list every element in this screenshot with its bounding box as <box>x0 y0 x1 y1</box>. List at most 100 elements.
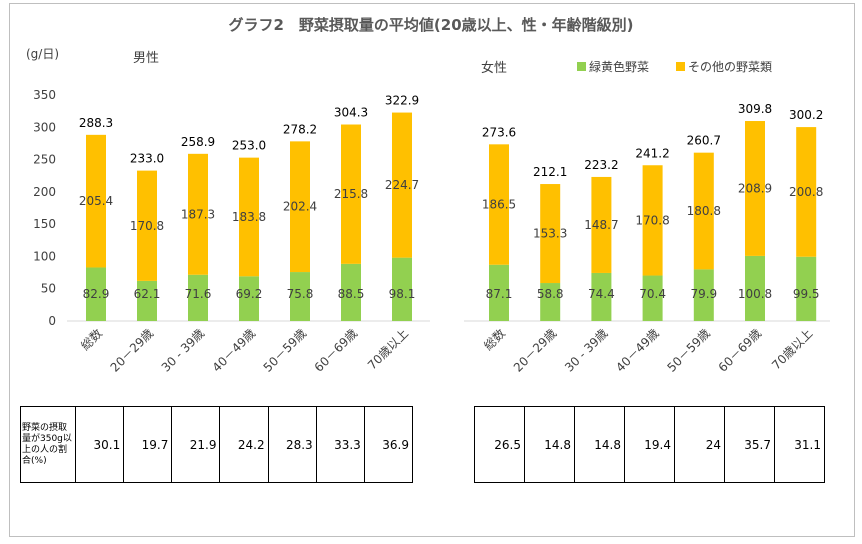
x-tick-label: 20－29歳 <box>511 326 559 374</box>
data-label-orange: 186.5 <box>482 198 516 212</box>
data-label-orange: 205.4 <box>79 194 113 208</box>
data-label-green: 71.6 <box>185 287 212 301</box>
data-label-orange: 215.8 <box>334 187 368 201</box>
x-tick-label: 40－49歳 <box>613 326 661 374</box>
bar-orange-female <box>489 144 509 265</box>
bar-orange-female <box>642 165 663 276</box>
bar-orange-female <box>745 121 765 256</box>
data-label-total: 300.2 <box>789 108 823 122</box>
chart-frame <box>9 3 855 537</box>
bar-green-male <box>188 274 208 321</box>
y-unit-label: (g/日) <box>26 47 59 61</box>
legend-swatch-green <box>577 62 586 71</box>
pct-cell: 26.5 <box>474 406 525 483</box>
data-label-total: 278.2 <box>283 122 317 136</box>
data-label-orange: 148.7 <box>584 218 618 232</box>
bar-orange-female <box>693 152 714 270</box>
y-tick-label: 250 <box>33 153 56 167</box>
data-label-orange: 200.8 <box>789 185 823 199</box>
data-label-total: 253.0 <box>232 139 266 153</box>
x-tick-label: 30 - 39歳 <box>159 326 207 374</box>
panel-label-female: 女性 <box>481 60 507 76</box>
data-label-orange: 202.4 <box>283 200 317 214</box>
data-label-total: 322.9 <box>385 94 419 108</box>
data-label-total: 273.6 <box>482 125 516 139</box>
chart-area: (g/日) 男性 女性 緑黄色野菜 その他の野菜類 0 50 100 150 200 25… <box>26 47 830 375</box>
bar-green-male <box>239 276 259 321</box>
data-label-total: 258.9 <box>181 135 215 149</box>
pct-cell: 24 <box>674 406 725 483</box>
legend-label-orange: その他の野菜類 <box>688 60 772 74</box>
y-tick-label: 150 <box>33 217 56 231</box>
data-label-orange: 183.8 <box>232 210 266 224</box>
data-label-orange: 153.3 <box>533 227 567 241</box>
data-label-green: 87.1 <box>486 287 513 301</box>
bar-orange-male <box>392 112 412 258</box>
x-tick-label: 60－69歳 <box>716 326 764 374</box>
pct-cell: 35.7 <box>724 406 775 483</box>
bar-green-female <box>642 275 663 321</box>
data-label-green: 70.4 <box>639 287 666 301</box>
data-label-green: 75.8 <box>287 287 314 301</box>
pct-cell: 30.1 <box>75 406 125 483</box>
data-label-orange: 224.7 <box>385 178 419 192</box>
bar-orange-male <box>86 134 106 268</box>
bar-green-female <box>489 264 509 321</box>
data-label-total: 309.8 <box>738 102 772 116</box>
x-tick-label: 50－59歳 <box>664 326 712 374</box>
bar-orange-female <box>540 184 561 284</box>
bar-orange-male <box>188 153 208 275</box>
y-tick-label: 300 <box>33 120 56 134</box>
x-tick-label: 60－69歳 <box>312 326 360 374</box>
x-tick-label: 70歳以上 <box>365 326 411 372</box>
y-tick-label: 350 <box>33 88 56 102</box>
bar-green-male <box>137 280 157 321</box>
x-tick-label: 総数 <box>78 326 106 354</box>
bar-green-male <box>86 267 106 321</box>
pct-cell: 33.3 <box>315 406 365 483</box>
data-label-green: 69.2 <box>236 287 263 301</box>
bar-orange-male <box>239 157 259 277</box>
pct-cell: 19.4 <box>624 406 675 483</box>
x-tick-label: 総数 <box>481 326 509 354</box>
pct-cell: 31.1 <box>774 406 825 483</box>
data-label-total: 233.0 <box>130 152 164 166</box>
bar-green-female <box>591 272 612 321</box>
bar-orange-male <box>341 124 361 264</box>
pct-row-female: 26.5 14.8 14.8 19.4 24 35.7 31.1 <box>474 406 825 483</box>
data-label-total: 260.7 <box>687 134 721 148</box>
bar-orange-female <box>796 127 817 257</box>
x-tick-label: 20－29歳 <box>108 326 156 374</box>
x-tick-label: 30 - 39歳 <box>562 326 610 374</box>
pct-cell: 28.3 <box>267 406 317 483</box>
pct-cell: 19.7 <box>123 406 173 483</box>
pct-cell: 14.8 <box>524 406 575 483</box>
data-label-orange: 170.8 <box>130 219 164 233</box>
pct-row-male: 野菜の摂取量が350g以上の人の割合(%) 30.1 19.7 21.9 24.2 28… <box>19 406 414 483</box>
bar-green-female <box>745 255 765 321</box>
data-label-orange: 187.3 <box>181 207 215 221</box>
pct-table-female: 26.5 14.8 14.8 19.4 24 35.7 31.1 <box>474 406 825 483</box>
data-label-green: 79.9 <box>690 287 717 301</box>
data-label-total: 223.2 <box>584 158 618 172</box>
bar-green-female <box>540 283 561 321</box>
pct-cell: 36.9 <box>363 406 414 483</box>
x-tick-label: 40－49歳 <box>210 326 258 374</box>
data-label-total: 241.2 <box>635 146 669 160</box>
data-label-green: 82.9 <box>83 287 110 301</box>
bar-orange-female <box>591 176 612 273</box>
panel-label-male: 男性 <box>133 51 159 66</box>
data-label-green: 88.5 <box>338 287 365 301</box>
pct-cell: 24.2 <box>219 406 269 483</box>
pct-header-male: 野菜の摂取量が350g以上の人の割合(%) <box>19 406 77 483</box>
data-label-total: 304.3 <box>334 106 368 120</box>
data-label-total: 212.1 <box>533 165 567 179</box>
bar-orange-male <box>137 170 157 281</box>
bar-green-male <box>290 272 310 321</box>
pct-cell: 21.9 <box>171 406 221 483</box>
bar-orange-male <box>290 141 310 273</box>
y-tick-label: 200 <box>33 185 56 199</box>
data-label-orange: 208.9 <box>738 181 772 195</box>
legend-swatch-orange <box>676 62 685 71</box>
data-label-orange: 170.8 <box>635 213 669 227</box>
